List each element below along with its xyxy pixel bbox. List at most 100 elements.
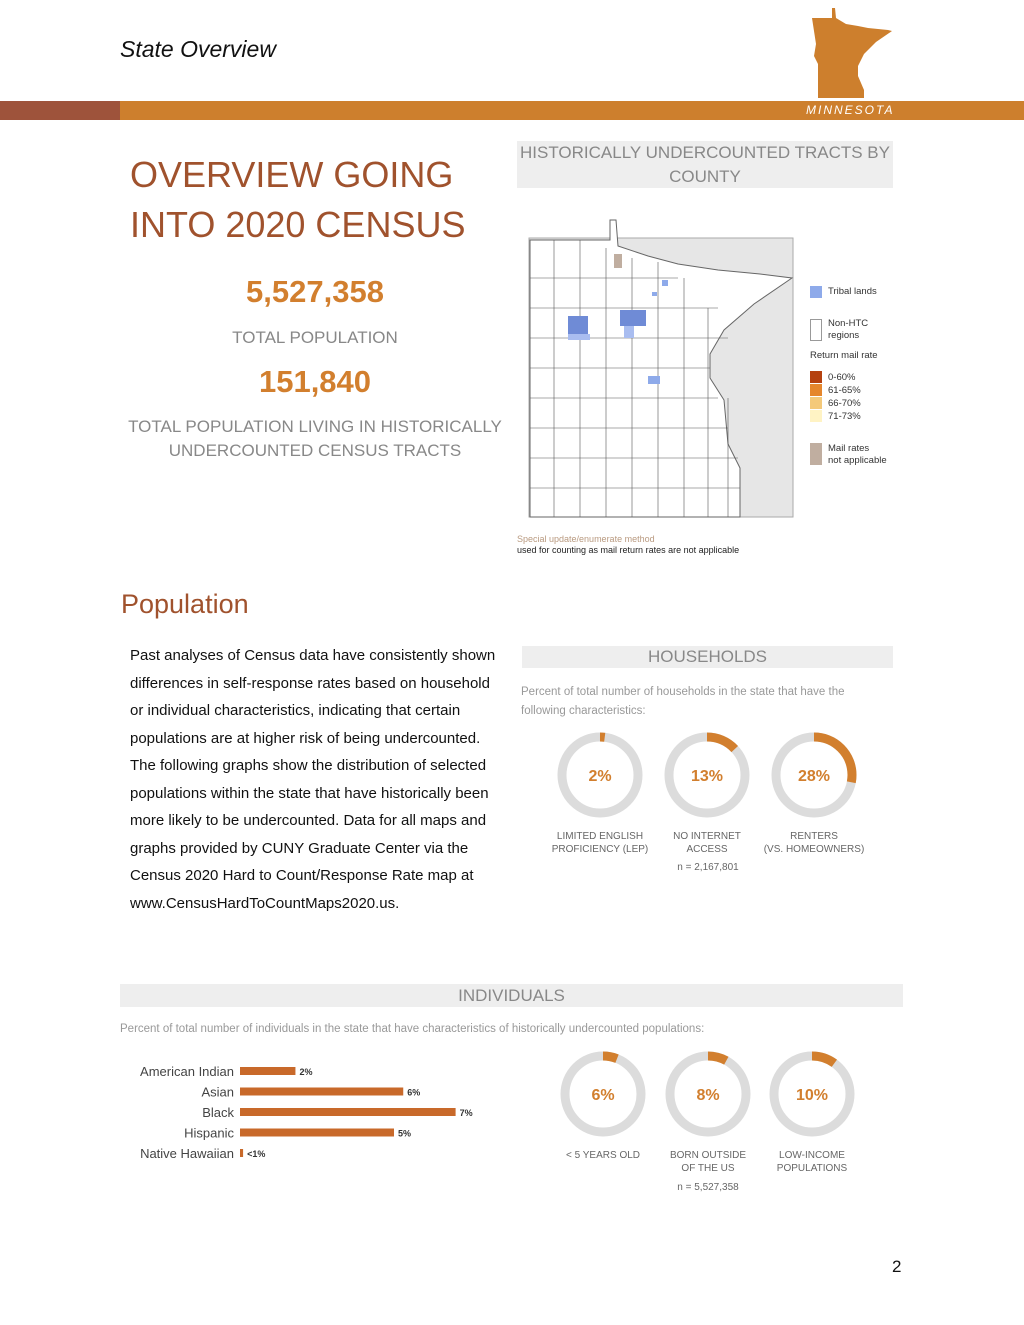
donut-value-arc [769,1051,855,1137]
donut-percent: 28% [798,768,830,785]
header-bar [120,101,1024,120]
legend-label: Non-HTC regions [828,318,868,342]
label-line: Mail rates [828,443,870,454]
bar-category-label: Asian [201,1085,234,1100]
donut-percent: 2% [588,768,611,785]
label-line: BORN OUTSIDE [669,1150,747,1161]
bar-category-label: Native Hawaiian [140,1146,234,1161]
bar [240,1128,394,1137]
tribal-swatch [810,286,822,298]
non-htc-swatch [810,319,822,341]
swatch-61-65 [810,384,822,396]
total-population: 5,527,358 [246,274,384,309]
donut-value-arc [560,1051,646,1137]
bar-category-label: Hispanic [184,1126,234,1141]
htc-population-label: TOTAL POPULATION LIVING IN HISTORICALLY U… [125,415,505,463]
bar [240,1108,456,1116]
bar [240,1087,404,1096]
donut-label: < 5 YEARS OLD [548,1149,658,1162]
donut-percent: 10% [796,1087,828,1104]
header-bar-accent [0,101,120,120]
legend-label: Mail rates not applicable [828,443,887,467]
label-line: LIMITED ENGLISH [556,831,644,842]
individuals-desc: Percent of total number of individuals i… [120,1023,705,1035]
label: 71-73% [828,411,861,422]
bar-data-label: <1% [247,1149,265,1159]
overview-title: OVERVIEW GOING INTO 2020 CENSUS [130,150,490,250]
donut-chart: 6% [560,1051,646,1137]
page-number: 2 [892,1257,902,1276]
bar-data-label: 6% [407,1088,420,1098]
label-line: UNDERCOUNTED CENSUS TRACTS [168,441,462,460]
county-grid [530,240,740,517]
individuals-title: INDIVIDUALS [120,984,903,1007]
donut-label: NO INTERNET ACCESS [652,830,762,856]
label-line: < 5 YEARS OLD [565,1150,641,1161]
donut-value-arc [771,732,857,818]
map-note: Special update/enumerate method [517,534,655,544]
label-line: ACCESS [686,844,728,855]
bar-data-label: 7% [460,1108,473,1118]
label-line: (VS. HOMEOWNERS) [763,844,865,855]
label: 66-70% [828,398,861,409]
donut-label: RENTERS (VS. HOMEOWNERS) [759,830,869,856]
map-title: HISTORICALLY UNDERCOUNTED TRACTS BY COUNT… [517,141,893,188]
donut-percent: 13% [691,768,723,785]
na-swatch [810,443,822,465]
total-population-label: TOTAL POPULATION [232,328,398,347]
title-line: HISTORICALLY UNDERCOUNTED TRACTS BY [520,143,890,162]
title-line: COUNTY [669,167,741,186]
state-label: MINNESOTA [806,103,895,117]
bar-data-label: 5% [398,1129,411,1139]
map-note: used for counting as mail return rates a… [517,545,740,555]
swatch-0-60 [810,371,822,383]
donut-percent: 8% [696,1087,719,1104]
bar-data-label: 2% [299,1067,312,1077]
swatch-71-73 [810,410,822,422]
legend-title: Return mail rate [810,350,878,361]
tribal-land-markers [568,254,668,384]
header-title: State Overview [120,36,276,62]
label-line: Non-HTC [828,318,869,329]
donut-chart: 2% [557,732,643,818]
legend-label: Tribal lands [828,286,877,297]
donut-label: LIMITED ENGLISH PROFICIENCY (LEP) [545,830,655,856]
minnesota-state-icon [812,8,892,98]
donut-value-arc [664,732,750,818]
label-line: not applicable [828,455,887,466]
legend-labels: 0-60% 61-65% 66-70% 71-73% [828,371,861,423]
bar [240,1149,244,1157]
donut-chart: 10% [769,1051,855,1137]
label-line: PROFICIENCY (LEP) [551,844,649,855]
title-line: OVERVIEW GOING [130,154,454,195]
label-line: NO INTERNET [673,831,741,842]
households-desc: Percent of total number of households in… [521,686,845,717]
label-line: regions [828,330,860,341]
donut-value-arc [557,732,643,818]
label: 61-65% [828,385,861,396]
individuals-bar-chart: American Indian 2% Asian 6% Black 7% Hispanic 5… [140,1064,473,1161]
bar [240,1067,296,1075]
county-map [528,219,794,518]
households-n: n = 2,167,801 [677,862,739,873]
donut-chart: 8% [665,1051,751,1137]
label-line: POPULATIONS [776,1163,848,1174]
label-line: RENTERS [790,831,838,842]
population-title: Population [121,589,249,619]
donut-chart: 13% [664,732,750,818]
bar-category-label: Black [202,1105,234,1120]
donut-label: BORN OUTSIDE OF THE US [653,1149,763,1175]
donut-label: LOW-INCOME POPULATIONS [757,1149,867,1175]
label-line: LOW-INCOME [779,1150,845,1161]
label: 0-60% [828,372,856,383]
title-line: INTO 2020 CENSUS [130,204,466,245]
label-line: OF THE US [681,1163,735,1174]
population-text: Past analyses of Census data have consis… [130,647,496,912]
households-title: HOUSEHOLDS [522,646,893,668]
map-legend: Tribal lands Non-HTC regions Return mail … [810,285,910,475]
htc-population: 151,840 [258,364,372,399]
individuals-n: n = 5,527,358 [677,1182,739,1193]
donut-chart: 28% [771,732,857,818]
swatch-66-70 [810,397,822,409]
